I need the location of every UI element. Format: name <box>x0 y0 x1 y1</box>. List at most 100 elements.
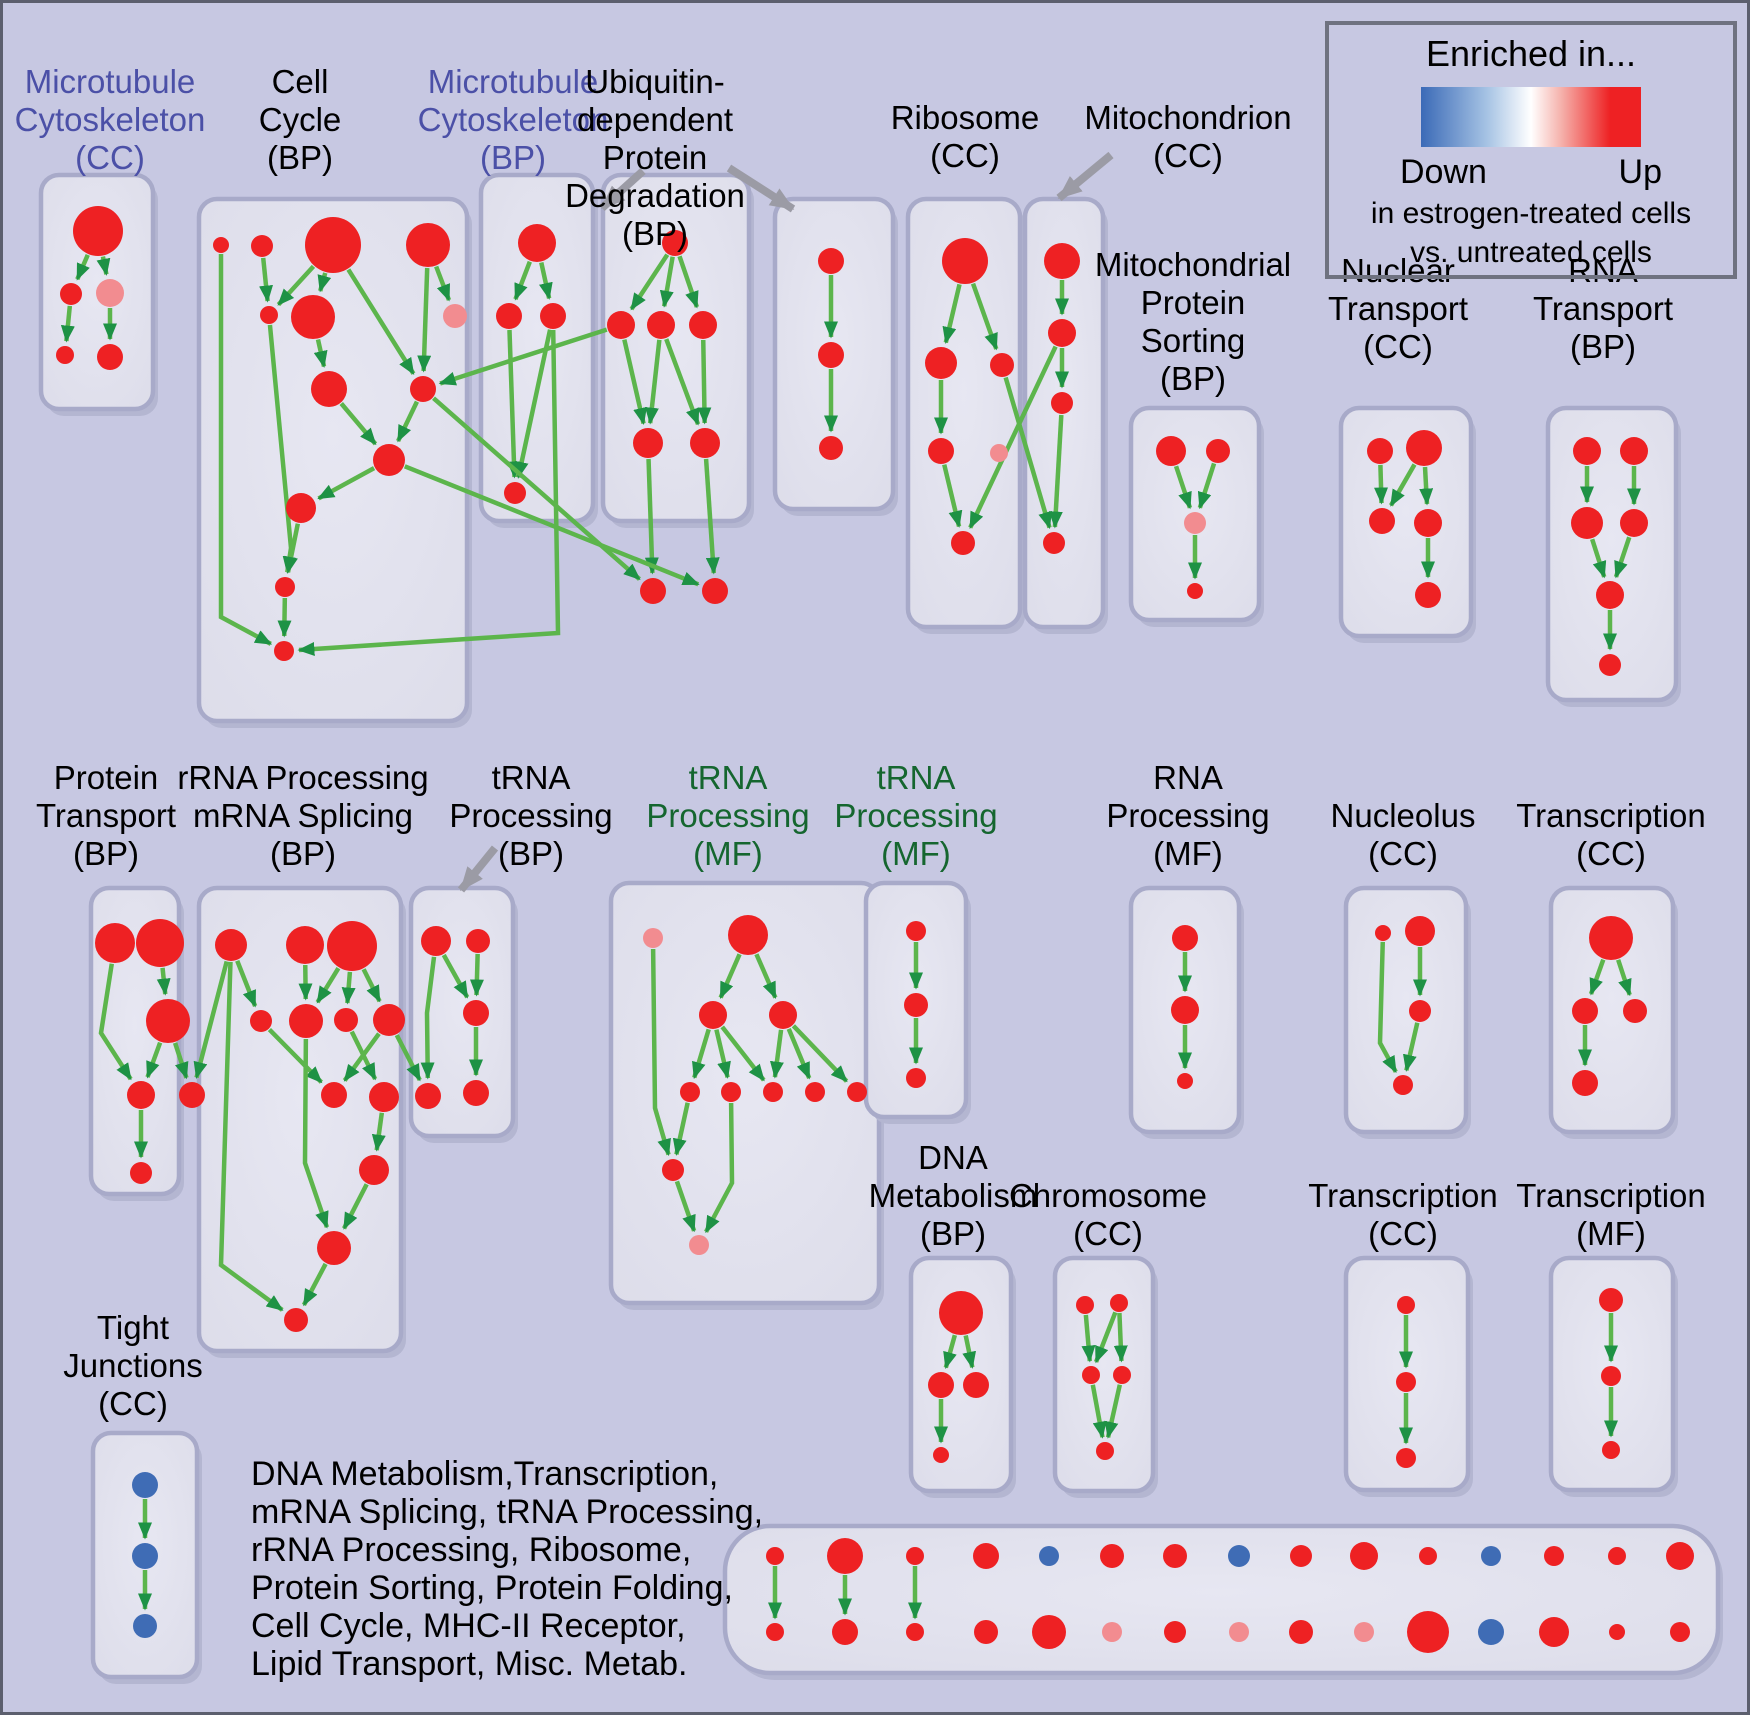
edge-cell-cycle <box>339 402 378 446</box>
edge-ubiquitin-degradation <box>644 339 662 425</box>
bottom-panel-node-top-1 <box>827 1538 863 1574</box>
edge-microtubule-bp <box>538 262 553 300</box>
bottom-panel-node-bottom-7 <box>1229 1622 1249 1642</box>
node-nuclear-transport-4 <box>1415 582 1441 608</box>
node-chromosome-cc-4 <box>1096 1442 1114 1460</box>
bottom-panel-node-bottom-6 <box>1164 1621 1186 1643</box>
node-tight-junctions-1 <box>132 1543 158 1569</box>
node-ribosome-cc-3 <box>928 438 954 464</box>
node-trna-processing-mf-large-1 <box>728 915 768 955</box>
edge-ubiquitin-degradation <box>629 253 670 311</box>
bottom-panel-node-bottom-4 <box>1032 1615 1066 1649</box>
node-microtubule-cc-2 <box>96 279 124 307</box>
node-rrna-mrna-1 <box>286 926 324 964</box>
edge-trna-processing-mf-large <box>718 953 742 999</box>
edge-microtubule-bp <box>514 329 553 479</box>
node-rrna-mrna-9 <box>359 1155 389 1185</box>
label-pointer-arrow-0 <box>599 168 646 211</box>
edge-cell-cycle <box>417 267 432 373</box>
edge-rna-transport <box>1590 538 1607 579</box>
node-trna-processing-mf-small-1 <box>904 993 928 1017</box>
node-cell-cycle-12 <box>274 641 294 661</box>
node-trna-processing-bp-0 <box>421 926 451 956</box>
bottom-panel-node-top-7 <box>1228 1545 1250 1567</box>
edge-rrna-mrna <box>235 959 258 1008</box>
bottom-panel-node-top-9 <box>1350 1542 1378 1570</box>
node-tight-junctions-2 <box>133 1614 157 1638</box>
edge-cell-cycle <box>313 338 328 369</box>
node-tight-junctions-0 <box>132 1472 158 1498</box>
edge-ubiquitin-degradation <box>703 458 720 575</box>
node-rna-transport-2 <box>1571 507 1603 539</box>
legend-updown-row: Down Up <box>1400 153 1662 192</box>
edge-cell-cycle <box>317 466 376 501</box>
node-ubiquitin-degradation-7 <box>702 578 728 604</box>
node-trna-processing-mf-large-2 <box>699 1001 727 1029</box>
edge-mito-protein-sorting <box>1197 462 1217 510</box>
bottom-panel-node-top-11 <box>1481 1546 1501 1566</box>
edge-nuclear-transport <box>1419 466 1434 506</box>
edge-rrna-mrna <box>342 1032 381 1082</box>
node-mitochondrion-cc-2 <box>1051 392 1073 414</box>
node-rrna-mrna-3 <box>250 1010 272 1032</box>
cluster-box-cell-cycle <box>196 196 470 724</box>
legend-subtitle-2: vs. untreated cells <box>1410 236 1652 269</box>
edge-trna-processing-mf-large <box>714 1029 731 1079</box>
node-protein-transport-3 <box>127 1081 155 1109</box>
edge-ubiquitin-degradation <box>677 255 699 309</box>
node-trna-processing-mf-large-4 <box>680 1082 700 1102</box>
node-transcription-mf-0 <box>1599 1288 1623 1312</box>
node-rna-processing-mf-1 <box>1171 996 1199 1024</box>
node-ribosome-cc-1 <box>925 347 957 379</box>
edge-cell-cycle <box>346 268 416 376</box>
node-nuclear-transport-2 <box>1369 508 1395 534</box>
cluster-label-protein-transport: Protein Transport (BP) <box>36 759 176 872</box>
cluster-box-ribosome-cc <box>905 196 1023 630</box>
edge-chromosome-cc <box>1093 1311 1118 1364</box>
edge-chromosome-cc <box>1090 1384 1107 1439</box>
node-cell-cycle-1 <box>251 235 273 257</box>
node-nucleolus-cc-3 <box>1393 1075 1413 1095</box>
edge-trna-processing-bp <box>441 953 470 999</box>
node-mito-protein-sorting-3 <box>1187 583 1203 599</box>
node-rrna-mrna-8 <box>369 1082 399 1112</box>
node-trna-processing-mf-large-5 <box>721 1082 741 1102</box>
node-mitochondrion-cc-0 <box>1044 243 1080 279</box>
edge-transcription-cc-upper <box>1588 958 1606 996</box>
node-trna-processing-mf-large-6 <box>763 1082 783 1102</box>
edge-nuclear-transport <box>1389 463 1417 507</box>
node-nuclear-transport-3 <box>1414 509 1442 537</box>
node-rna-transport-5 <box>1599 654 1621 676</box>
edge-ribosome-cc <box>942 283 962 345</box>
edge-rrna-mrna <box>361 968 382 1003</box>
node-chromosome-cc-2 <box>1082 1366 1100 1384</box>
node-trna-processing-bp-1 <box>466 929 490 953</box>
cluster-label-nuclear-transport: Nuclear Transport (CC) <box>1328 252 1468 365</box>
node-trna-processing-mf-large-9 <box>662 1159 684 1181</box>
edge-trna-processing-mf-large <box>674 1180 697 1233</box>
edge-trna-processing-mf-large <box>769 1029 784 1079</box>
bottom-panel-node-top-3 <box>973 1543 999 1569</box>
node-rrna-mrna-0 <box>215 929 247 961</box>
node-rrna-mrna-11 <box>284 1308 308 1332</box>
node-ubiquitin-degradation-4 <box>633 428 663 458</box>
node-mitochondrion-cc-1 <box>1048 319 1076 347</box>
node-cell-cycle-7 <box>311 371 347 407</box>
edge-rrna-mrna <box>267 1027 323 1084</box>
edge-protein-transport <box>172 1042 189 1080</box>
edge-chromosome-cc <box>1113 1312 1128 1363</box>
node-rrna-mrna-6 <box>373 1004 405 1036</box>
node-nucleolus-cc-1 <box>1405 916 1435 946</box>
edge-ubiquitin-degradation <box>644 458 659 575</box>
cluster-box-rna-transport <box>1545 405 1679 703</box>
node-protein-transport-5 <box>130 1162 152 1184</box>
misc-clusters-annotation: DNA Metabolism,Transcription, mRNA Splic… <box>251 1455 764 1683</box>
node-transcription-cc-upper-0 <box>1589 916 1633 960</box>
cross-edge-rrna-mrna-to-trna-processing-bp <box>394 1034 422 1082</box>
bottom-panel-node-top-12 <box>1544 1546 1564 1566</box>
node-transcription-mf-1 <box>1601 1366 1621 1386</box>
cluster-label-tight-junctions: Tight Junctions (CC) <box>63 1309 203 1422</box>
node-cell-cycle-10 <box>286 493 316 523</box>
node-dna-metabolism-1 <box>928 1372 954 1398</box>
